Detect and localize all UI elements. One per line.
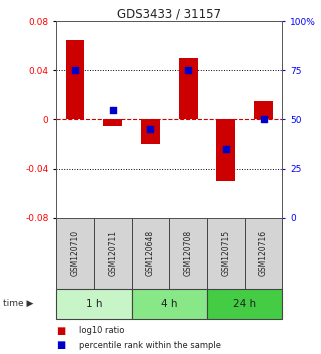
Text: ■: ■ [56, 340, 65, 350]
Bar [94, 218, 132, 289]
Bar [216, 120, 235, 181]
Text: time ▶: time ▶ [3, 299, 34, 308]
Text: ■: ■ [56, 326, 65, 336]
Text: 1 h: 1 h [86, 298, 102, 309]
Text: GSM120648: GSM120648 [146, 230, 155, 276]
Bar [245, 218, 282, 289]
Bar [132, 289, 207, 319]
Bar [103, 120, 122, 126]
Point [148, 126, 153, 132]
Text: 24 h: 24 h [233, 298, 256, 309]
Bar [65, 40, 84, 120]
Point [261, 117, 266, 122]
Point [73, 68, 78, 73]
Bar [56, 218, 94, 289]
Bar [254, 101, 273, 120]
Point [223, 146, 229, 152]
Bar [179, 58, 198, 120]
Text: GSM120716: GSM120716 [259, 230, 268, 276]
Text: log10 ratio: log10 ratio [79, 326, 124, 336]
Text: GSM120710: GSM120710 [71, 230, 80, 276]
Bar [169, 218, 207, 289]
Text: GSM120708: GSM120708 [184, 230, 193, 276]
Text: 4 h: 4 h [161, 298, 178, 309]
Bar [207, 218, 245, 289]
Title: GDS3433 / 31157: GDS3433 / 31157 [117, 7, 221, 20]
Text: GSM120715: GSM120715 [221, 230, 230, 276]
Bar [141, 120, 160, 144]
Point [186, 68, 191, 73]
Text: GSM120711: GSM120711 [108, 230, 117, 276]
Bar [207, 289, 282, 319]
Bar [56, 289, 132, 319]
Bar [132, 218, 169, 289]
Text: percentile rank within the sample: percentile rank within the sample [79, 341, 221, 350]
Point [110, 107, 115, 113]
